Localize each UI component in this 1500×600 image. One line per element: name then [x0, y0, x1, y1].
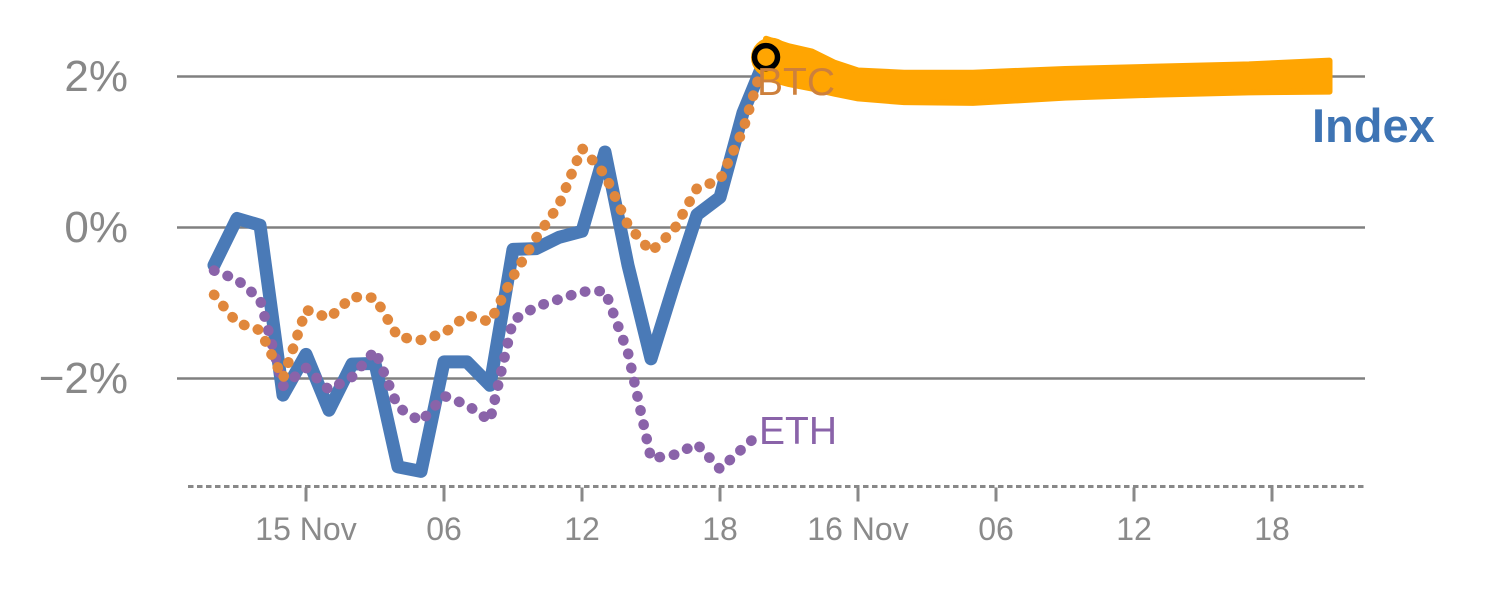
index-series-label: Index — [1312, 99, 1435, 152]
x-tick-label: 12 — [1116, 511, 1152, 547]
x-tick-label: 18 — [702, 511, 738, 547]
x-tick-label: 06 — [978, 511, 1014, 547]
x-tick-label: 12 — [564, 511, 600, 547]
index-line — [207, 50, 773, 478]
forecast-band — [763, 35, 1333, 106]
y-tick-label: 2% — [64, 52, 128, 101]
btc-dotted-line — [208, 47, 772, 384]
last-point-marker — [751, 42, 781, 72]
y-tick-label: −2% — [39, 354, 128, 403]
btc-series-label: BTC — [757, 61, 835, 104]
x-tick-label: 16 Nov — [807, 511, 908, 547]
x-tick-label: 18 — [1254, 511, 1290, 547]
x-tick-label: 06 — [426, 511, 462, 547]
y-tick-label: 0% — [64, 203, 128, 252]
x-tick-label: 15 Nov — [255, 511, 356, 547]
eth-series-label: ETH — [759, 410, 837, 453]
eth-dotted-line — [208, 265, 763, 475]
